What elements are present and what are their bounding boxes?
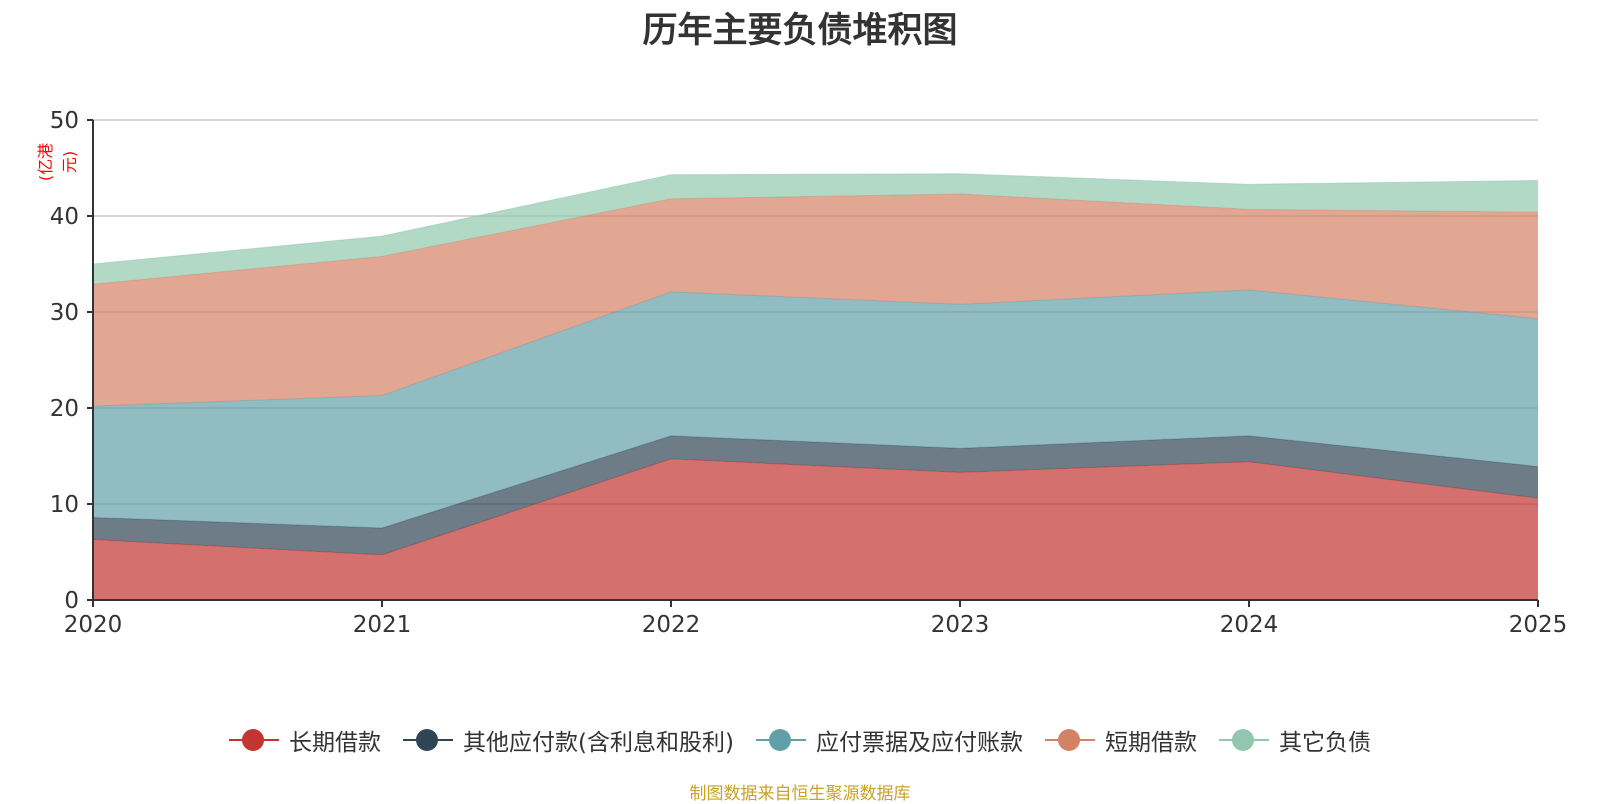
legend-label: 其他应付款(含利息和股利)	[463, 730, 734, 756]
legend-item-5[interactable]: 其它负债	[1218, 723, 1371, 757]
area-series-1	[93, 458, 1538, 600]
y-tick-label: 50	[50, 108, 79, 134]
legend-item-1[interactable]: 长期借款	[229, 723, 381, 757]
legend-marker-icon	[229, 728, 280, 752]
area-series-5	[93, 173, 1538, 285]
legend-marker-icon	[1044, 728, 1095, 752]
y-tick-label: 0	[64, 588, 79, 614]
legend-item-3[interactable]: 应付票据及应付账款	[755, 723, 1023, 757]
legend-label: 应付票据及应付账款	[815, 730, 1023, 756]
legend-label: 短期借款	[1104, 730, 1197, 756]
legend-item-2[interactable]: 其他应付款(含利息和股利)	[403, 723, 734, 757]
y-tick-label: 20	[50, 396, 79, 422]
area-edge-series-5	[92, 173, 1539, 265]
legend: 长期借款 其他应付款(含利息和股利) 应付票据及应付账款 短期借款 其它负债	[0, 720, 1600, 760]
chart-plot-area: 0 10 20 30 40 50 2020 2021 2022 2023 2024 2025	[50, 108, 1568, 638]
y-tick-label: 40	[50, 204, 79, 230]
y-tick-label: 30	[50, 300, 79, 326]
x-tick-label: 2020	[64, 612, 123, 638]
x-tick-label: 2024	[1220, 612, 1279, 638]
legend-marker-icon	[403, 728, 454, 752]
area-series-3	[93, 289, 1538, 528]
legend-item-4[interactable]: 短期借款	[1044, 723, 1197, 757]
area-series-4	[93, 193, 1538, 407]
legend-marker-icon	[1218, 728, 1269, 752]
legend-label: 长期借款	[289, 730, 382, 756]
x-tick-label: 2021	[353, 612, 412, 638]
source-note: 制图数据来自恒生聚源数据库	[689, 784, 911, 804]
legend-marker-icon	[755, 728, 806, 752]
y-tick-label: 10	[50, 492, 79, 518]
legend-label: 其它负债	[1278, 730, 1371, 756]
x-tick-label: 2025	[1509, 612, 1568, 638]
chart-title: 历年主要负债堆积图	[642, 11, 958, 51]
area-series-2	[93, 435, 1538, 555]
x-tick-label: 2023	[931, 612, 990, 638]
x-tick-label: 2022	[642, 612, 701, 638]
